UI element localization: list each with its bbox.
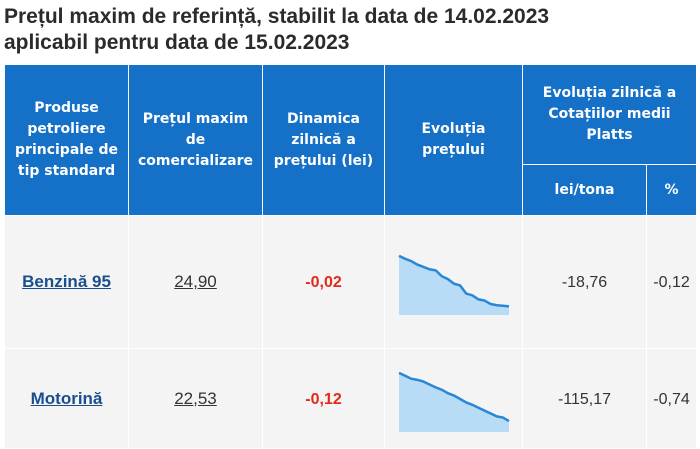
max-price-value[interactable]: 22,53	[174, 388, 217, 408]
lei-tona-value: -115,17	[557, 390, 612, 408]
product-cell: Motorină	[4, 348, 129, 449]
daily-dynamic-cell: -0,02	[262, 215, 385, 349]
title-line-2: aplicabil pentru data de 15.02.2023	[4, 31, 350, 54]
product-cell: Benzină 95	[4, 215, 129, 349]
header-evolution: Evoluția prețului	[384, 64, 523, 216]
product-link-motorina[interactable]: Motorină	[30, 388, 103, 408]
lei-tona-cell: -18,76	[522, 215, 647, 349]
percent-value: -0,12	[653, 274, 690, 291]
price-trend-sparkline	[397, 371, 510, 432]
header-percent: %	[645, 164, 698, 216]
lei-tona-cell: -115,17	[522, 348, 647, 449]
percent-cell: -0,12	[645, 215, 698, 349]
percent-cell: -0,74	[645, 348, 698, 449]
sparkline-area	[398, 372, 509, 432]
table-subheader-row: lei/tona %	[5, 164, 698, 216]
header-daily-dynamic: Dinamica zilnică a prețului (lei)	[262, 64, 385, 216]
lei-tona-value: -18,76	[561, 274, 608, 291]
title-line-1: Prețul maxim de referință, stabilit la d…	[4, 5, 550, 28]
daily-dynamic-cell: -0,12	[262, 348, 385, 449]
header-product: Produse petroliere principale de tip sta…	[4, 64, 129, 216]
product-link-benzina[interactable]: Benzină 95	[22, 272, 111, 291]
header-lei-tona: lei/tona	[522, 164, 647, 216]
header-platts-group: Evoluția zilnică a Cotațiilor medii Plat…	[521, 64, 698, 165]
sparkline-line	[397, 254, 509, 308]
evolution-cell	[384, 215, 523, 349]
header-max-price: Prețul maxim de comercializare	[128, 64, 263, 216]
table-row: Motorină 22,53 -0,12 -115,17 -0,74	[4, 348, 698, 449]
sparkline-line	[397, 371, 510, 422]
max-price-cell: 24,90	[128, 215, 263, 349]
table-header-row: Produse petroliere principale de tip sta…	[4, 64, 698, 216]
max-price-cell: 22,53	[128, 348, 263, 449]
price-trend-sparkline	[397, 254, 509, 315]
max-price-value[interactable]: 24,90	[174, 272, 217, 291]
evolution-cell	[384, 348, 523, 449]
daily-dynamic-value: -0,12	[305, 390, 342, 408]
daily-dynamic-value: -0,02	[305, 274, 342, 291]
page-title: Prețul maxim de referință, stabilit la d…	[4, 4, 694, 56]
price-table: Produse petroliere principale de tip sta…	[4, 64, 698, 449]
table-row: Benzină 95 24,90 -0,02 -18,76 -0,12	[4, 215, 698, 349]
percent-value: -0,74	[653, 390, 690, 408]
